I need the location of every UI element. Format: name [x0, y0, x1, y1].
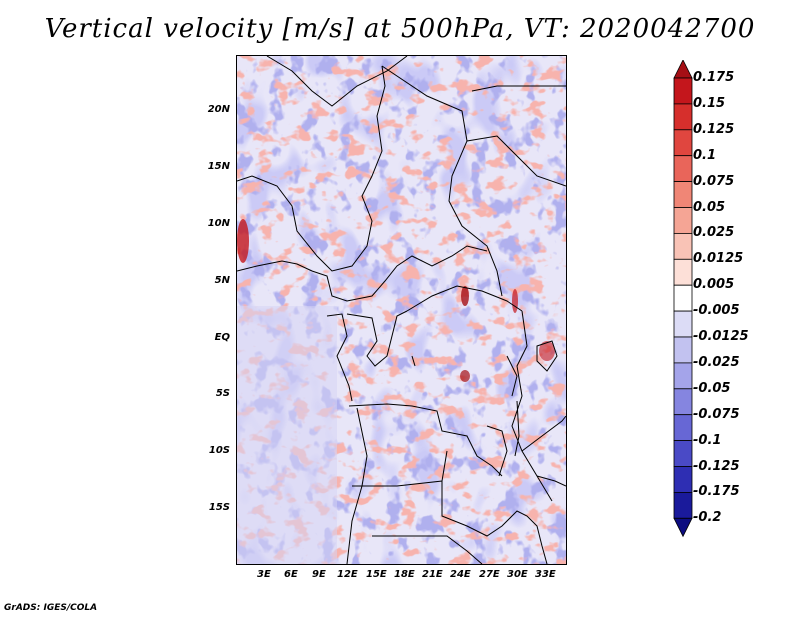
lat-label-10s: 10S: [208, 445, 230, 456]
colorbar-swatch: [673, 103, 693, 131]
colorbar-label: -0.075: [693, 406, 740, 422]
country-borders: [237, 56, 566, 564]
lon-label-12e: 12E: [337, 569, 358, 580]
colorbar-swatch: [673, 207, 693, 234]
colorbar-label: 0.005: [693, 277, 735, 293]
colorbar-label: 0.1: [693, 147, 717, 163]
colorbar-label: -0.1: [693, 432, 722, 448]
lon-label-24e: 24E: [450, 569, 471, 580]
colorbar-swatch: [673, 310, 693, 338]
colorbar-swatch: [673, 77, 693, 105]
colorbar-label: 0.175: [693, 70, 735, 85]
colorbar-swatch: [673, 284, 693, 312]
strong-updraft-4: [237, 219, 249, 263]
colorbar-label: 0.025: [693, 225, 735, 241]
colorbar-label: -0.0125: [693, 329, 749, 344]
lon-label-27e: 27E: [479, 569, 500, 580]
colorbar-swatch: [673, 517, 693, 538]
lat-label-15n: 15N: [207, 161, 230, 172]
lon-label-9e: 9E: [312, 569, 326, 580]
lon-label-6e: 6E: [284, 569, 298, 580]
colorbar-swatch: [673, 414, 693, 442]
colorbar: [673, 60, 693, 538]
lon-label-30e: 30E: [507, 569, 528, 580]
grads-credit: GrADS: IGES/COLA: [4, 603, 98, 613]
colorbar-swatch: [673, 60, 693, 79]
lon-label-33e: 33E: [535, 569, 556, 580]
lat-label-20n: 20N: [207, 104, 230, 115]
strong-updraft-1: [461, 286, 469, 306]
lon-label-18e: 18E: [394, 569, 415, 580]
strong-updraft-5: [539, 341, 555, 361]
colorbar-swatch: [673, 388, 693, 416]
lat-label-eq: EQ: [214, 332, 230, 343]
colorbar-swatch: [673, 258, 693, 286]
lat-label-10n: 10N: [207, 218, 230, 229]
colorbar-label: 0.0125: [693, 251, 744, 267]
colorbar-label: -0.125: [693, 458, 740, 474]
lon-label-3e: 3E: [257, 569, 271, 580]
colorbar-label: 0.15: [693, 95, 726, 111]
colorbar-swatch: [673, 491, 693, 519]
colorbar-label: -0.175: [693, 484, 740, 500]
map-panel: [236, 55, 567, 565]
map-title: Vertical velocity [m/s] at 500hPa, VT: 2…: [44, 14, 756, 44]
lat-label-5s: 5S: [215, 388, 230, 399]
colorbar-label: 0.075: [693, 173, 735, 189]
colorbar-label: 0.05: [693, 199, 726, 215]
colorbar-swatch: [673, 466, 693, 493]
lon-label-21e: 21E: [422, 569, 443, 580]
lat-label-15s: 15S: [208, 502, 230, 513]
colorbar-label: 0.125: [693, 121, 735, 137]
colorbar-swatch: [673, 362, 693, 390]
colorbar-swatch: [673, 232, 693, 260]
colorbar-label: -0.2: [693, 510, 722, 526]
vertical-velocity-field: [237, 56, 566, 564]
colorbar-label: -0.005: [693, 303, 740, 319]
colorbar-swatch: [673, 336, 693, 364]
strong-updraft-2: [460, 370, 470, 382]
lat-label-5n: 5N: [214, 275, 230, 286]
colorbar-boxes: [673, 60, 693, 538]
lon-label-15e: 15E: [366, 569, 387, 580]
colorbar-swatch: [673, 129, 693, 157]
colorbar-swatch: [673, 155, 693, 182]
colorbar-swatch: [673, 440, 693, 467]
colorbar-swatch: [673, 181, 693, 208]
colorbar-label: -0.025: [693, 354, 740, 370]
colorbar-label: -0.05: [693, 380, 731, 396]
strong-updraft-3: [512, 289, 518, 313]
ocean-smooth-area: [237, 306, 337, 564]
